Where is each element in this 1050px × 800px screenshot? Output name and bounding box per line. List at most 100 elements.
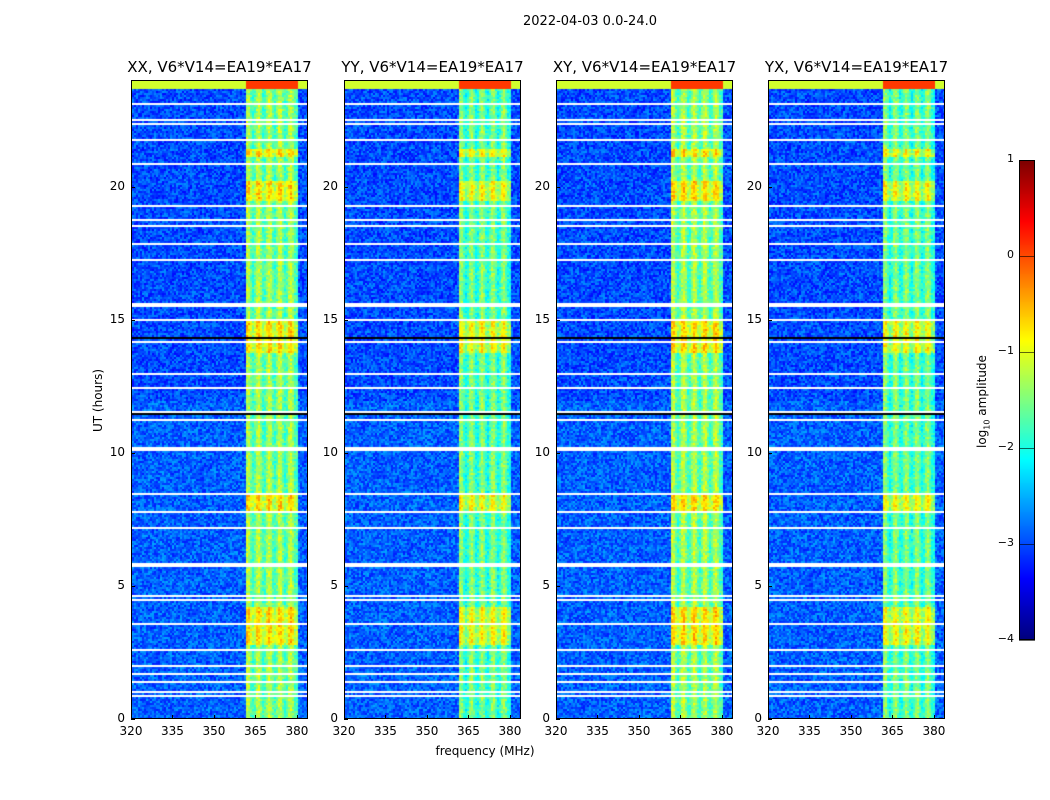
colorbar-tick-label: −3 xyxy=(997,536,1014,549)
y-tick-mark xyxy=(768,186,772,188)
y-tick-label: 10 xyxy=(534,444,550,459)
heatmap-panel xyxy=(556,80,733,719)
y-tick-label: 20 xyxy=(109,178,125,193)
heatmap-cells xyxy=(769,81,944,718)
x-tick-label: 320 xyxy=(756,724,780,738)
colorbar xyxy=(1019,160,1035,640)
x-tick-mark xyxy=(850,715,852,719)
panel-title: YX, V6*V14=EA19*EA17 xyxy=(764,58,949,76)
y-tick-mark xyxy=(768,719,772,720)
y-tick-mark xyxy=(131,719,135,720)
x-tick-label: 335 xyxy=(374,724,397,738)
x-tick-label: 365 xyxy=(244,724,267,738)
y-tick-label: 0 xyxy=(754,711,762,725)
x-tick-mark xyxy=(680,715,682,719)
figure-title: 2022-04-03 0.0-24.0 xyxy=(523,14,657,29)
y-tick-mark xyxy=(344,719,348,720)
x-tick-mark xyxy=(597,715,599,719)
colorbar-tick-label: −1 xyxy=(997,344,1014,357)
x-tick-label: 335 xyxy=(586,724,609,738)
y-tick-label: 0 xyxy=(542,711,550,725)
x-tick-label: 365 xyxy=(669,724,692,738)
x-tick-mark xyxy=(892,715,894,719)
x-tick-mark xyxy=(468,715,470,719)
y-tick-label: 10 xyxy=(746,444,762,459)
y-tick-mark xyxy=(556,319,560,321)
heatmap-panel xyxy=(344,80,521,719)
x-tick-mark xyxy=(556,715,557,719)
panel-title: XX, V6*V14=EA19*EA17 xyxy=(127,58,312,76)
y-tick-mark xyxy=(556,719,560,720)
panel-title: YY, V6*V14=EA19*EA17 xyxy=(341,58,524,76)
colorbar-tick-label: 1 xyxy=(1007,152,1014,165)
heatmap-cells xyxy=(132,81,307,718)
y-tick-mark xyxy=(344,452,348,454)
x-tick-label: 320 xyxy=(119,724,143,738)
y-tick-mark xyxy=(768,585,772,587)
heatmap-cells xyxy=(345,81,520,718)
x-tick-mark xyxy=(426,715,428,719)
y-tick-label: 15 xyxy=(109,311,125,326)
y-tick-label: 15 xyxy=(534,311,550,326)
x-tick-label: 335 xyxy=(798,724,821,738)
x-tick-label: 365 xyxy=(457,724,480,738)
x-tick-mark xyxy=(385,715,387,719)
colorbar-label: log10 amplitude xyxy=(975,355,992,448)
x-tick-mark xyxy=(721,715,723,719)
x-tick-mark xyxy=(809,715,811,719)
colorbar-tick-mark xyxy=(1019,544,1035,545)
x-tick-label: 380 xyxy=(922,724,946,738)
x-tick-label: 380 xyxy=(285,724,309,738)
y-tick-mark xyxy=(344,585,348,587)
y-tick-label: 20 xyxy=(534,178,550,193)
heatmap-panel xyxy=(131,80,308,719)
x-tick-mark xyxy=(344,715,345,719)
x-tick-mark xyxy=(131,715,132,719)
x-tick-label: 350 xyxy=(415,724,439,738)
colorbar-tick-mark xyxy=(1019,256,1035,257)
x-tick-mark xyxy=(638,715,640,719)
y-tick-mark xyxy=(556,585,560,587)
y-tick-mark xyxy=(768,319,772,321)
y-tick-label: 0 xyxy=(330,711,338,725)
x-tick-label: 365 xyxy=(881,724,904,738)
y-tick-label: 5 xyxy=(542,577,550,592)
x-tick-mark xyxy=(509,715,511,719)
colorbar-tick-label: −4 xyxy=(997,632,1014,645)
x-tick-label: 350 xyxy=(627,724,651,738)
y-tick-label: 5 xyxy=(330,577,338,592)
y-tick-label: 20 xyxy=(746,178,762,193)
y-tick-mark xyxy=(131,452,135,454)
colorbar-tick-label: −2 xyxy=(997,440,1014,453)
x-tick-label: 320 xyxy=(332,724,356,738)
x-tick-mark xyxy=(213,715,215,719)
x-tick-label: 335 xyxy=(161,724,184,738)
x-tick-mark xyxy=(255,715,257,719)
heatmap-cells xyxy=(557,81,732,718)
y-tick-label: 10 xyxy=(322,444,338,459)
y-tick-mark xyxy=(556,186,560,188)
x-tick-mark xyxy=(768,715,769,719)
y-tick-mark xyxy=(131,186,135,188)
x-tick-mark xyxy=(933,715,935,719)
colorbar-tick-mark xyxy=(1019,448,1035,449)
y-tick-label: 5 xyxy=(754,577,762,592)
colorbar-tick-mark xyxy=(1019,352,1035,353)
x-tick-label: 380 xyxy=(498,724,522,738)
y-tick-label: 20 xyxy=(322,178,338,193)
heatmap-panel xyxy=(768,80,945,719)
panel-title: XY, V6*V14=EA19*EA17 xyxy=(552,58,737,76)
y-tick-mark xyxy=(131,585,135,587)
x-tick-label: 350 xyxy=(839,724,863,738)
y-tick-label: 5 xyxy=(117,577,125,592)
x-tick-mark xyxy=(296,715,298,719)
x-tick-mark xyxy=(172,715,174,719)
y-axis-label: UT (hours) xyxy=(91,368,105,432)
y-tick-label: 15 xyxy=(746,311,762,326)
y-tick-label: 0 xyxy=(117,711,125,725)
y-tick-mark xyxy=(344,186,348,188)
x-tick-label: 350 xyxy=(202,724,226,738)
x-axis-label: frequency (MHz) xyxy=(435,744,535,758)
y-tick-mark xyxy=(131,319,135,321)
